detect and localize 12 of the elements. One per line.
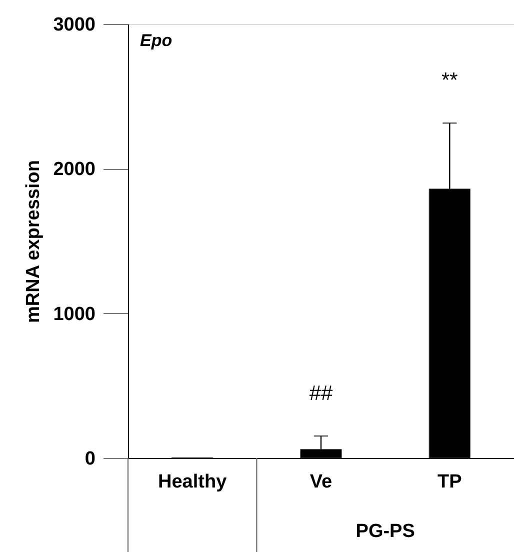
annotation: ## [309, 382, 333, 406]
y-tick-label: 1000 [53, 304, 96, 325]
annotation: ** [441, 69, 458, 92]
annotation: Epo [140, 31, 172, 50]
x-tick-label: TP [438, 472, 462, 492]
y-tick-label: 3000 [53, 14, 96, 36]
y-tick-label: 2000 [53, 159, 96, 180]
text: PG-PS [356, 521, 415, 542]
y-axis-title: mRNA expression [23, 160, 44, 323]
x-tick-label: Healthy [158, 472, 228, 492]
y-tick-label: 0 [84, 448, 96, 470]
x-tick-label: Ve [310, 472, 332, 492]
